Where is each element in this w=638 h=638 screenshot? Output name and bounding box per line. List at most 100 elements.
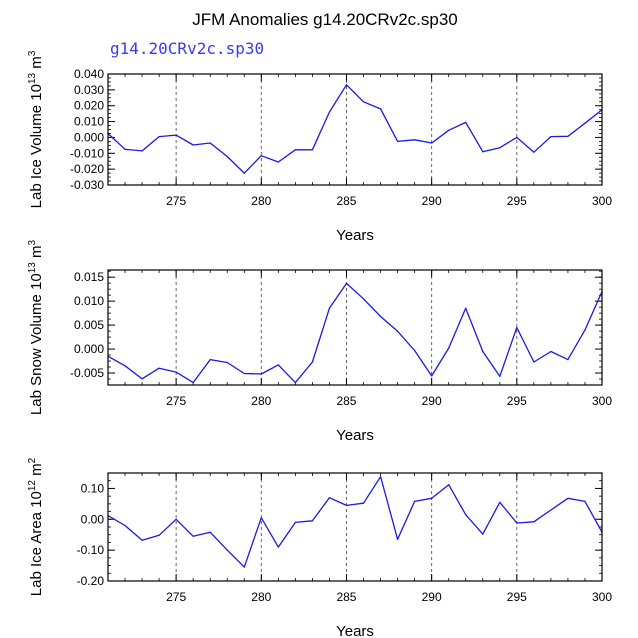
y-tick-label: -0.10 (77, 543, 105, 557)
y-tick-label: -0.030 (70, 178, 104, 192)
x-tick-label: 275 (166, 394, 186, 408)
x-tick-label: 290 (422, 394, 442, 408)
y-tick-label: -0.005 (70, 366, 104, 380)
data-point (533, 521, 535, 523)
data-point (567, 497, 569, 499)
plot-frame (107, 472, 603, 582)
data-point (396, 330, 399, 332)
data-point (226, 361, 228, 364)
panel-3: 275 280 285 290 295 300 -0.20 -0.10 0.00 0.10 Year… (27, 457, 612, 638)
x-tick-label: 280 (251, 194, 271, 208)
data-point (362, 101, 365, 103)
data-point (209, 531, 211, 533)
figure-title: JFM Anomalies g14.20CRv2c.sp30 (192, 10, 458, 29)
x-tick-label: 290 (422, 590, 442, 604)
x-tick-label: 275 (166, 194, 186, 208)
data-point (584, 122, 586, 124)
data-point (124, 148, 126, 150)
data-point (516, 326, 518, 329)
data-point (448, 484, 450, 486)
x-tick-label: 280 (251, 394, 271, 408)
data-point (533, 361, 535, 363)
y-tick-label: -0.020 (70, 162, 104, 176)
data-point (482, 151, 484, 153)
data-point (499, 147, 501, 149)
y-tick-label: 0.015 (74, 270, 104, 284)
x-tick-label: 285 (336, 194, 356, 208)
data-point (345, 84, 348, 86)
data-point (362, 502, 365, 504)
y-tick-label: 0.020 (74, 99, 104, 113)
figure-subtitle: g14.20CRv2c.sp30 (110, 39, 264, 58)
data-point (175, 518, 177, 520)
data-point (567, 359, 569, 361)
data-point (209, 359, 211, 361)
x-tick-label: 275 (166, 590, 186, 604)
data-point (328, 111, 331, 113)
data-point (379, 315, 382, 318)
data-point (192, 382, 194, 384)
y-tick-label: 0.10 (81, 481, 105, 495)
data-point (226, 155, 228, 158)
y-tick-label: 0.040 (74, 67, 104, 81)
data-point (414, 349, 416, 352)
x-tick-label: 300 (592, 394, 612, 408)
data-point (226, 549, 228, 551)
y-tick-label: 0.010 (74, 115, 104, 129)
data-point (584, 500, 586, 502)
data-point (192, 144, 194, 146)
x-tick-label: 300 (592, 590, 612, 604)
y-axis-label: Lab Snow Volume 1013 m3 (27, 239, 45, 415)
data-point (516, 136, 518, 139)
data-point (465, 307, 467, 309)
data-point (550, 509, 552, 511)
data-point (260, 155, 262, 157)
data-point (414, 139, 416, 141)
data-point (584, 329, 586, 331)
data-point (396, 140, 399, 142)
y-tick-label: 0.00 (81, 512, 105, 526)
data-point (379, 476, 382, 478)
data-point (482, 533, 484, 535)
data-point (414, 500, 416, 502)
data-point (550, 350, 552, 353)
data-point (550, 136, 552, 138)
y-tick-label: 0.010 (74, 294, 104, 308)
y-tick-label: 0.000 (74, 130, 104, 144)
data-point (294, 149, 296, 151)
data-point (260, 517, 262, 519)
data-point (141, 539, 143, 541)
data-point (465, 514, 467, 516)
x-axis-label: Years (336, 427, 374, 444)
y-tick-label: 0.000 (74, 342, 104, 356)
data-point (328, 307, 331, 309)
data-point (243, 172, 245, 174)
data-point (141, 378, 143, 380)
data-point (277, 546, 279, 548)
x-tick-label: 285 (336, 590, 356, 604)
data-point (396, 538, 399, 540)
series-line (107, 476, 603, 568)
data-point (192, 535, 194, 537)
data-point (311, 520, 314, 522)
data-point (482, 350, 484, 353)
data-point (311, 149, 314, 151)
data-point (516, 522, 518, 524)
data-point (175, 134, 177, 136)
data-point (294, 521, 296, 523)
x-tick-label: 285 (336, 394, 356, 408)
data-point (345, 282, 348, 285)
x-tick-label: 300 (592, 194, 612, 208)
data-point (379, 108, 382, 110)
data-point (499, 501, 501, 503)
x-axis-label: Years (336, 227, 374, 244)
data-point (465, 121, 467, 123)
y-tick-label: 0.005 (74, 318, 104, 332)
data-point (260, 373, 262, 375)
data-point (533, 151, 535, 153)
x-tick-label: 290 (422, 194, 442, 208)
data-point (124, 524, 126, 527)
y-tick-label: -0.20 (77, 574, 105, 588)
data-point (328, 497, 331, 499)
